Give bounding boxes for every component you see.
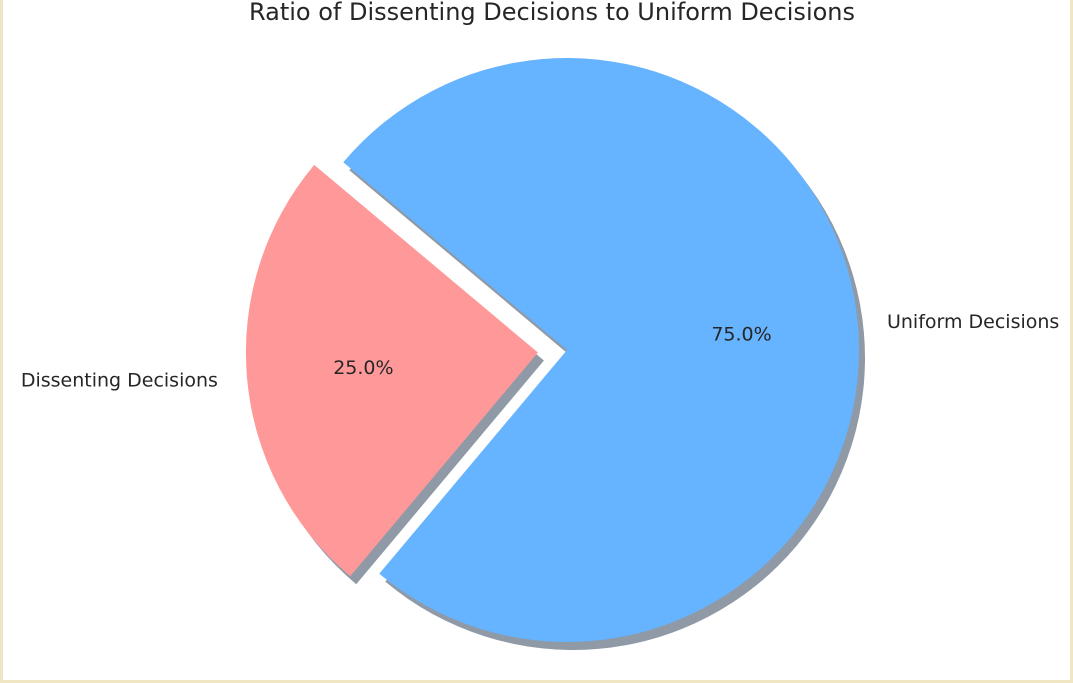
pie-slice-dissenting-decisions [245, 164, 538, 577]
pie-slice-layer [245, 57, 860, 642]
pie-pct-label-dissenting-decisions: 25.0% [333, 357, 393, 379]
pie-pct-label-uniform-decisions: 75.0% [711, 324, 771, 346]
chart-title: Ratio of Dissenting Decisions to Uniform… [249, 0, 855, 26]
pie-category-label-uniform-decisions: Uniform Decisions [887, 311, 1059, 333]
pie-slice-uniform-decisions [343, 57, 860, 642]
pie-category-label-dissenting-decisions: Dissenting Decisions [21, 370, 218, 392]
pie-label-layer: 25.0% Dissenting Decisions 75.0% Uniform De… [21, 311, 1060, 392]
pie-chart: Ratio of Dissenting Decisions to Uniform… [21, 0, 1060, 651]
